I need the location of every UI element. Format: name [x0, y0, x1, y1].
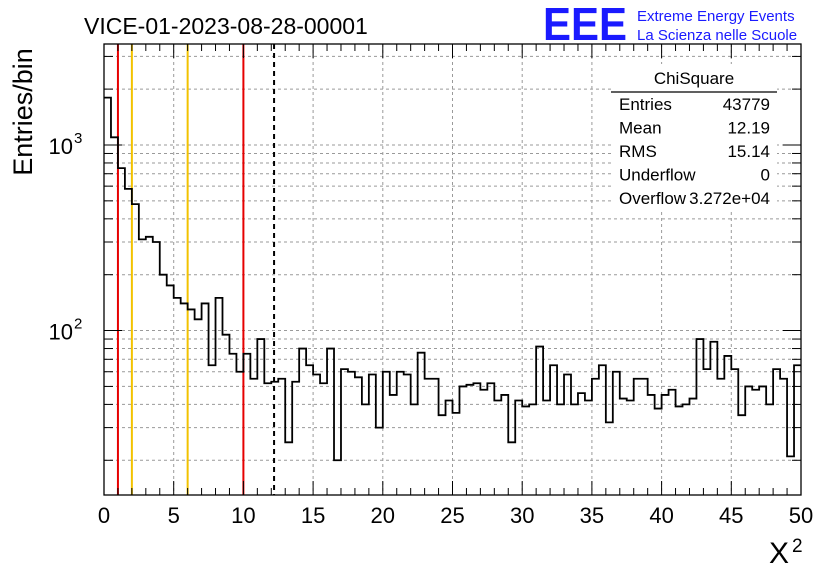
y-axis-label: Entries/bin — [8, 48, 38, 176]
stats-row: Mean 12.19 — [619, 119, 770, 138]
x-tick-label: 15 — [301, 503, 325, 528]
x-axis-label: X 2 — [769, 536, 803, 570]
x-tick-label: 50 — [789, 503, 813, 528]
logo-line-2: La Scienza nelle Scuole — [637, 27, 797, 44]
y-tick-label-base: 10 — [49, 320, 73, 345]
eee-logo: EEE Extreme Energy Events La Scienza nel… — [543, 0, 797, 50]
histogram-outline — [104, 96, 801, 462]
y-tick-label-exponent: 3 — [74, 130, 82, 147]
x-tick-label: 30 — [510, 503, 534, 528]
eee-logo-mark: EEE — [543, 0, 627, 50]
x-tick-label: 35 — [580, 503, 604, 528]
y-tick-label-exponent: 2 — [74, 316, 82, 333]
stats-row-label: Overflow — [619, 189, 687, 208]
threshold-lines — [116, 44, 276, 495]
x-tick-label: 25 — [440, 503, 464, 528]
axis-ticks — [103, 44, 802, 495]
x-tick-label: 0 — [98, 503, 110, 528]
stats-box-rows: Entries 43779 Mean 12.19 RMS 15.14 Underflow 0 O… — [619, 95, 770, 208]
y-tick-label: 10 3 — [49, 130, 83, 159]
stats-row: Underflow 0 — [619, 166, 770, 185]
stats-row-label: Mean — [619, 119, 662, 138]
x-tick-label: 20 — [371, 503, 395, 528]
stats-row: Entries 43779 — [619, 95, 770, 114]
stats-row-value: 12.19 — [727, 119, 770, 138]
stats-row-label: Underflow — [619, 166, 696, 185]
x-axis-label-superscript: 2 — [792, 536, 803, 557]
stats-row-value: 0 — [761, 166, 770, 185]
stats-box: ChiSquare Entries 43779 Mean 12.19 RMS 15.14 U… — [611, 64, 777, 210]
stats-row-value: 15.14 — [727, 142, 770, 161]
x-tick-label: 10 — [231, 503, 255, 528]
x-tick-label: 45 — [719, 503, 743, 528]
x-tick-labels: 0 5 10 15 20 25 30 35 40 45 50 — [98, 503, 813, 528]
logo-line-1: Extreme Energy Events — [637, 8, 795, 25]
stats-box-title: ChiSquare — [654, 69, 734, 88]
x-tick-label: 5 — [168, 503, 180, 528]
histogram-series — [104, 96, 801, 462]
stats-row-label: RMS — [619, 142, 657, 161]
stats-row: Overflow 3.272e+04 — [619, 189, 770, 208]
x-axis-label-base: X — [769, 537, 789, 570]
stats-row: RMS 15.14 — [619, 142, 770, 161]
stats-row-label: Entries — [619, 95, 672, 114]
y-tick-label: 10 2 — [49, 316, 83, 345]
stats-row-value: 3.272e+04 — [689, 189, 770, 208]
stats-box-background — [611, 64, 777, 210]
x-tick-label: 40 — [649, 503, 673, 528]
y-tick-label-base: 10 — [49, 134, 73, 159]
chart-title: VICE-01-2023-08-28-00001 — [84, 13, 368, 39]
stats-row-value: 43779 — [723, 95, 770, 114]
